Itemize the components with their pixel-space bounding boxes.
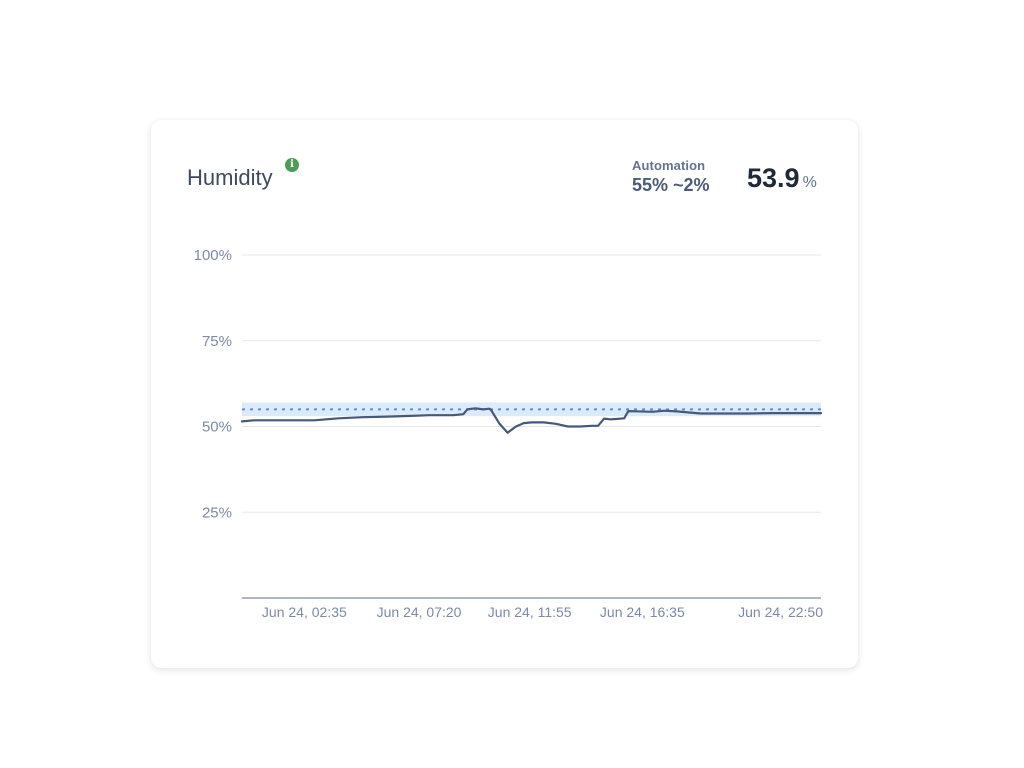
- current-reading: 53.9%: [747, 163, 817, 194]
- automation-value: 55% ~2%: [632, 175, 710, 195]
- x-tick-label: Jun 24, 16:35: [600, 604, 685, 620]
- target-band-layer: [242, 402, 821, 417]
- humidity-series-line: [240, 407, 823, 434]
- x-tick-label: Jun 24, 02:35: [262, 604, 347, 620]
- x-tick-label: Jun 24, 11:55: [488, 604, 572, 620]
- y-tick-label: 100%: [194, 247, 232, 264]
- y-tick-label: 75%: [202, 333, 232, 350]
- info-icon[interactable]: i: [285, 158, 299, 172]
- card-title: Humidity: [187, 165, 273, 190]
- y-tick-label: 50%: [202, 419, 232, 436]
- series-layer: [240, 407, 823, 434]
- tick-label-layer: 100% 75% 50% 25% Jun 24, 02:35 Jun 24, 07:20 J…: [194, 247, 824, 620]
- humidity-chart: 100% 75% 50% 25% Jun 24, 02:35 Jun 24, 07:20 J…: [194, 247, 824, 620]
- x-tick-label: Jun 24, 22:50: [738, 604, 823, 620]
- humidity-card: Humidity i Automation 55% ~2% 53.9% 100%…: [151, 120, 858, 668]
- current-value: 53.9: [747, 163, 800, 193]
- current-unit: %: [802, 174, 817, 191]
- y-tick-label: 25%: [202, 504, 232, 521]
- automation-label: Automation: [632, 158, 706, 173]
- automation-block: Automation 55% ~2%: [632, 158, 710, 196]
- x-tick-label: Jun 24, 07:20: [377, 604, 462, 620]
- grid-layer: [242, 254, 821, 513]
